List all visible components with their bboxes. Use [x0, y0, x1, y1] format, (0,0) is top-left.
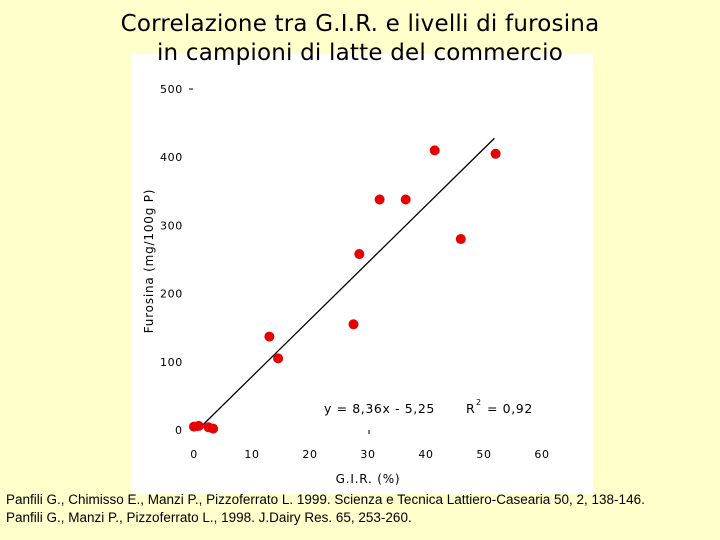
y-tick-label: 0 [175, 424, 183, 437]
citation-1: Panfili G., Chimisso E., Manzi P., Pizzo… [6, 492, 645, 507]
x-tick-labels: 0 10 20 30 40 50 60 [190, 448, 549, 461]
data-point [208, 423, 219, 434]
trend-line [196, 137, 495, 432]
citations: Panfili G., Chimisso E., Manzi P., Pizzo… [6, 491, 718, 527]
y-tick-label: 500 [160, 83, 183, 96]
data-point [490, 148, 501, 159]
title-line-2: in campioni di latte del commercio [156, 40, 564, 66]
x-tick-label: 60 [534, 448, 549, 461]
data-point [354, 249, 365, 260]
data-point [429, 145, 440, 156]
title-line-1: Correlazione tra G.I.R. e livelli di fur… [120, 11, 600, 37]
x-tick-label: 50 [476, 448, 491, 461]
data-point [455, 234, 466, 245]
x-axis-label: G.I.R. (%) [336, 472, 401, 486]
x-tick-label: 0 [190, 448, 198, 461]
data-point [264, 331, 275, 342]
x-tick-label: 40 [418, 448, 433, 461]
data-point [348, 319, 359, 330]
y-tick-label: 300 [160, 219, 183, 232]
x-tick-label: 20 [302, 448, 317, 461]
data-point [193, 420, 204, 431]
citation-2: Panfili G., Manzi P., Pizzoferrato L., 1… [6, 510, 412, 525]
r-squared-value: = 0,92 [487, 401, 533, 416]
x-tick-label: 10 [244, 448, 259, 461]
x-tick-label: 30 [360, 448, 375, 461]
r-squared-label: R [466, 401, 475, 416]
y-tick-label: 200 [160, 288, 183, 301]
r-squared-superscript: 2 [476, 398, 481, 407]
data-point [273, 353, 284, 364]
data-points [189, 145, 501, 434]
data-point [400, 194, 411, 205]
data-point [374, 194, 385, 205]
y-tick-labels: 0 100 200 300 400 500 [160, 83, 183, 437]
y-tick-label: 100 [160, 356, 183, 369]
y-tick-label: 400 [160, 151, 183, 164]
slide-title: Correlazione tra G.I.R. e livelli di fur… [0, 10, 720, 68]
regression-equation: y = 8,36x - 5,25 [324, 401, 435, 416]
y-axis-label: Furosina (mg/100g P) [142, 189, 156, 334]
